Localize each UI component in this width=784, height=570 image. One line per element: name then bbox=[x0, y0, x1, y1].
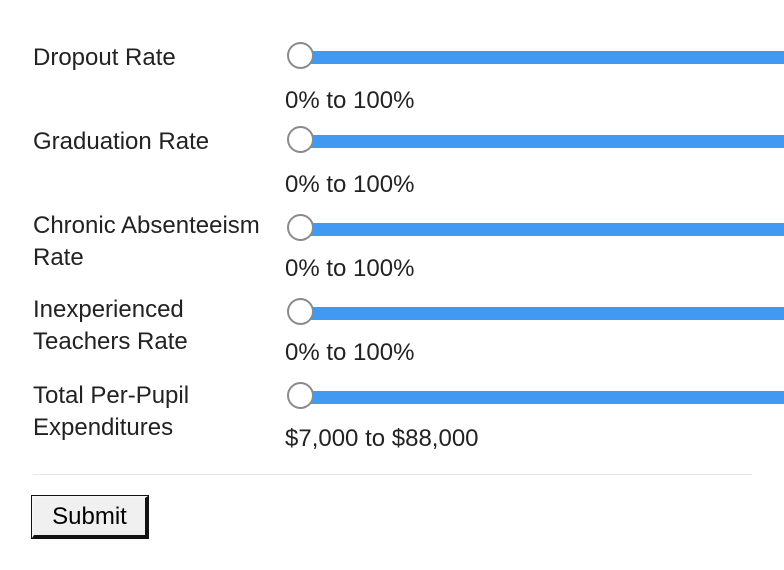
filter-label-dropout-rate: Dropout Rate bbox=[33, 44, 176, 71]
slider-handle-min[interactable] bbox=[287, 126, 314, 153]
range-text-dropout-rate: 0% to 100% bbox=[285, 87, 415, 114]
filter-row-inexperienced-teachers-rate: Inexperienced Teachers Rate 0% to 100% bbox=[0, 294, 784, 378]
slider-graduation-rate[interactable] bbox=[287, 126, 784, 156]
range-text-chronic-absenteeism-rate: 0% to 100% bbox=[285, 255, 415, 282]
slider-track[interactable] bbox=[301, 391, 784, 404]
slider-total-per-pupil-expenditures[interactable] bbox=[287, 382, 784, 412]
range-text-graduation-rate: 0% to 100% bbox=[285, 171, 415, 198]
slider-handle-min[interactable] bbox=[287, 382, 314, 409]
range-text-total-per-pupil-expenditures: $7,000 to $88,000 bbox=[285, 425, 479, 452]
slider-dropout-rate[interactable] bbox=[287, 42, 784, 72]
filter-row-chronic-absenteeism-rate: Chronic Absenteeism Rate 0% to 100% bbox=[0, 210, 784, 294]
submit-button[interactable]: Submit bbox=[31, 495, 149, 539]
filter-row-dropout-rate: Dropout Rate 0% to 100% bbox=[0, 42, 784, 126]
filter-label-chronic-absenteeism-rate: Chronic Absenteeism Rate bbox=[33, 212, 260, 271]
filter-label-total-per-pupil-expenditures: Total Per-Pupil Expenditures bbox=[33, 382, 190, 441]
range-text-inexperienced-teachers-rate: 0% to 100% bbox=[285, 339, 415, 366]
filter-label-inexperienced-teachers-rate: Inexperienced Teachers Rate bbox=[33, 296, 188, 355]
filter-label-graduation-rate: Graduation Rate bbox=[33, 128, 210, 155]
filter-row-graduation-rate: Graduation Rate 0% to 100% bbox=[0, 126, 784, 210]
slider-track[interactable] bbox=[301, 307, 784, 320]
slider-handle-min[interactable] bbox=[287, 214, 314, 241]
slider-chronic-absenteeism-rate[interactable] bbox=[287, 214, 784, 244]
slider-inexperienced-teachers-rate[interactable] bbox=[287, 298, 784, 328]
filter-row-total-per-pupil-expenditures: Total Per-Pupil Expenditures $7,000 to $… bbox=[0, 380, 784, 464]
slider-track[interactable] bbox=[301, 223, 784, 236]
slider-track[interactable] bbox=[301, 135, 784, 148]
slider-handle-min[interactable] bbox=[287, 298, 314, 325]
slider-handle-min[interactable] bbox=[287, 42, 314, 69]
form-divider bbox=[33, 474, 752, 475]
slider-track[interactable] bbox=[301, 51, 784, 64]
